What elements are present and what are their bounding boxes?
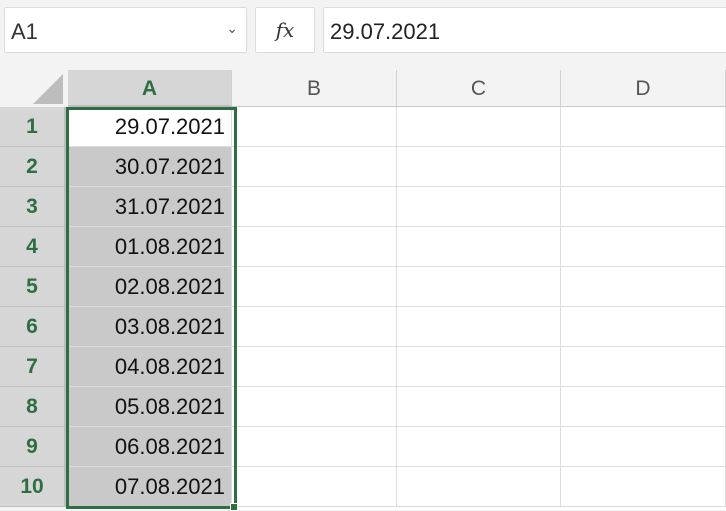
cell-a4[interactable]: 01.08.2021 [68,227,232,267]
name-box[interactable]: A1 ⌄ [4,7,247,53]
cell-d3[interactable] [561,187,726,227]
row-header-6[interactable]: 6 [0,307,66,347]
column-header-c[interactable]: C [397,70,561,107]
cell-d8[interactable] [561,387,726,427]
cell-c7[interactable] [397,347,561,387]
cell-c4[interactable] [397,227,561,267]
cell-b1[interactable] [232,107,397,147]
cell-d10[interactable] [561,467,726,507]
cell-d7[interactable] [561,347,726,387]
cell-b8[interactable] [232,387,397,427]
cell-d4[interactable] [561,227,726,267]
cell-c9[interactable] [397,427,561,467]
cell-d9[interactable] [561,427,726,467]
row-header-1[interactable]: 1 [0,107,66,147]
name-box-value: A1 [11,19,38,44]
cell-a10[interactable]: 07.08.2021 [68,467,232,507]
row-header-8[interactable]: 8 [0,387,66,427]
chevron-down-icon[interactable]: ⌄ [226,20,238,36]
cell-c3[interactable] [397,187,561,227]
row-header-10[interactable]: 10 [0,467,66,507]
select-all-button[interactable] [0,70,66,107]
cell-d1[interactable] [561,107,726,147]
cell-c6[interactable] [397,307,561,347]
cell-a2[interactable]: 30.07.2021 [68,147,232,187]
column-header-a[interactable]: A [68,70,232,107]
sheet-grid[interactable]: 29.07.2021 30.07.2021 31.07.2021 01.08.2021… [66,107,726,510]
cell-a6[interactable]: 03.08.2021 [68,307,232,347]
cell-c8[interactable] [397,387,561,427]
row-header-4[interactable]: 4 [0,227,66,267]
cell-a7[interactable]: 04.08.2021 [68,347,232,387]
cell-a9[interactable]: 06.08.2021 [68,427,232,467]
formula-bar-input[interactable]: 29.07.2021 [323,7,726,53]
column-header-b[interactable]: B [232,70,397,107]
cell-c1[interactable] [397,107,561,147]
row-header-9[interactable]: 9 [0,427,66,467]
cell-a1[interactable]: 29.07.2021 [68,107,232,147]
cell-d5[interactable] [561,267,726,307]
cell-b9[interactable] [232,427,397,467]
cell-a8[interactable]: 05.08.2021 [68,387,232,427]
row-header-7[interactable]: 7 [0,347,66,387]
cell-b5[interactable] [232,267,397,307]
cell-b10[interactable] [232,467,397,507]
cell-c5[interactable] [397,267,561,307]
row-header-5[interactable]: 5 [0,267,66,307]
cell-b4[interactable] [232,227,397,267]
insert-function-button[interactable]: fx [255,7,315,53]
column-header-d[interactable]: D [561,70,726,107]
fx-icon: fx [275,18,295,42]
cell-b6[interactable] [232,307,397,347]
cell-a3[interactable]: 31.07.2021 [68,187,232,227]
cell-d2[interactable] [561,147,726,187]
cell-c2[interactable] [397,147,561,187]
row-header-3[interactable]: 3 [0,187,66,227]
cell-c10[interactable] [397,467,561,507]
cell-b2[interactable] [232,147,397,187]
cell-a5[interactable]: 02.08.2021 [68,267,232,307]
cell-b7[interactable] [232,347,397,387]
row-header-2[interactable]: 2 [0,147,66,187]
cell-b3[interactable] [232,187,397,227]
cell-d6[interactable] [561,307,726,347]
